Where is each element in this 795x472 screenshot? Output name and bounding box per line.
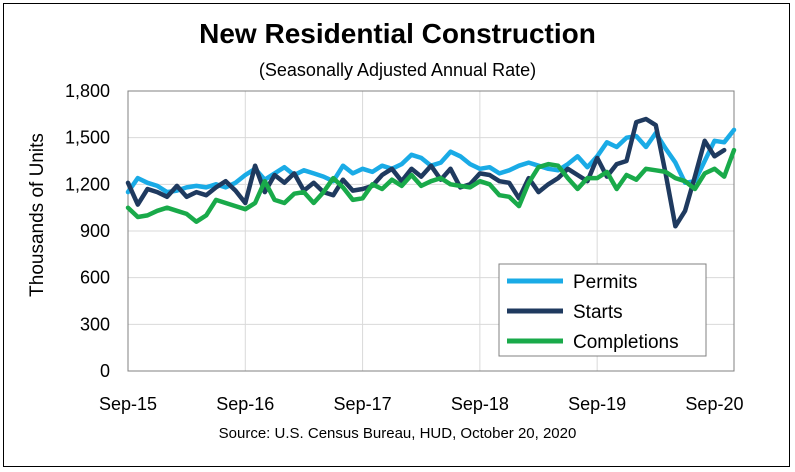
y-tick-label: 600 bbox=[80, 268, 110, 288]
plot-area bbox=[127, 90, 735, 372]
x-tick-label: Sep-17 bbox=[334, 394, 392, 414]
x-tick-label: Sep-15 bbox=[99, 394, 157, 414]
chart-frame bbox=[3, 3, 790, 467]
series-line-completions bbox=[125, 147, 737, 224]
chart-title: New Residential Construction bbox=[199, 18, 596, 49]
series-lines bbox=[125, 116, 737, 229]
legend-label-completions: Completions bbox=[573, 332, 679, 353]
x-axis: Sep-15 Sep-16 Sep-17 Sep-18 Sep-19 Sep-20 bbox=[99, 394, 743, 414]
series-line-starts bbox=[125, 116, 727, 229]
x-tick-label: Sep-19 bbox=[568, 394, 626, 414]
chart-source: Source: U.S. Census Bureau, HUD, October… bbox=[218, 425, 577, 442]
legend-label-permits: Permits bbox=[573, 272, 637, 293]
chart-subtitle: (Seasonally Adjusted Annual Rate) bbox=[258, 60, 537, 80]
legend: Permits Starts Completions bbox=[498, 263, 707, 357]
legend-label-starts: Starts bbox=[573, 302, 623, 323]
x-tick-label: Sep-18 bbox=[451, 394, 509, 414]
y-tick-label: 300 bbox=[80, 314, 110, 334]
y-axis-label: Thousands of Units bbox=[27, 133, 48, 297]
x-tick-label: Sep-16 bbox=[216, 394, 274, 414]
y-tick-label: 1,800 bbox=[65, 81, 110, 101]
y-axis: 0 300 600 900 1,200 1,500 1,800 bbox=[65, 81, 110, 381]
y-tick-label: 1,500 bbox=[65, 128, 110, 148]
y-tick-label: 1,200 bbox=[65, 174, 110, 194]
y-tick-label: 900 bbox=[80, 221, 110, 241]
y-tick-label: 0 bbox=[100, 361, 110, 381]
x-tick-label: Sep-20 bbox=[685, 394, 743, 414]
